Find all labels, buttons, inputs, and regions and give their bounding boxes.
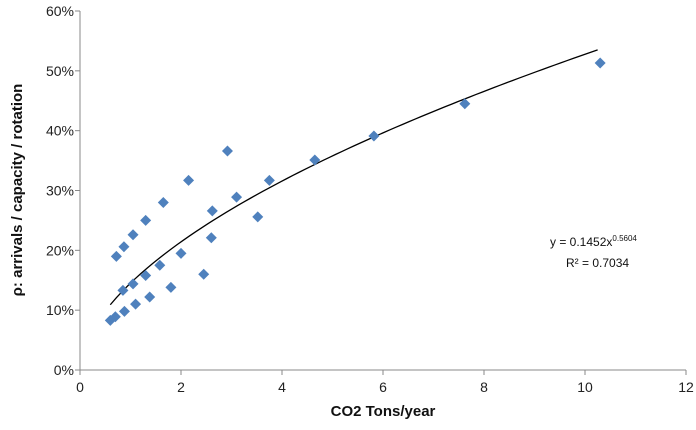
x-tick-label: 0 <box>76 379 84 395</box>
y-tick-label: 0% <box>54 362 74 378</box>
data-point <box>140 269 152 281</box>
x-tick-label: 4 <box>278 379 286 395</box>
trendline-equation: y = 0.1452x0.5604 <box>550 234 637 249</box>
data-point <box>144 291 156 303</box>
data-point <box>206 205 218 217</box>
data-point <box>368 130 380 142</box>
data-points <box>104 57 606 326</box>
x-tick-label: 6 <box>379 379 387 395</box>
data-point <box>127 229 139 241</box>
data-point <box>157 196 169 208</box>
data-point <box>118 241 130 253</box>
data-point <box>175 247 187 259</box>
data-point <box>221 145 233 157</box>
x-tick-label: 10 <box>577 379 593 395</box>
x-axis-title: CO2 Tons/year <box>331 403 436 420</box>
data-point <box>231 191 243 203</box>
data-point <box>154 259 166 271</box>
y-tick-label: 10% <box>46 302 74 318</box>
data-point <box>198 268 210 280</box>
x-tick-label: 12 <box>678 379 694 395</box>
data-point <box>183 174 195 186</box>
trendline-group <box>109 49 598 306</box>
data-point <box>109 311 121 323</box>
y-tick-label: 40% <box>46 123 74 139</box>
y-tick-label: 50% <box>46 63 74 79</box>
data-point <box>205 232 217 244</box>
trendline-r-squared: R² = 0.7034 <box>566 256 629 270</box>
data-point <box>118 305 130 317</box>
y-tick-label: 30% <box>46 183 74 199</box>
x-tick-label: 8 <box>480 379 488 395</box>
y-tick-label: 20% <box>46 242 74 258</box>
data-point <box>165 281 177 293</box>
data-point <box>140 214 152 226</box>
axes <box>75 10 687 375</box>
trendline-equation-exponent: 0.5604 <box>612 234 637 243</box>
data-point <box>459 98 471 110</box>
data-point <box>252 211 264 223</box>
tick-labels: 0 2 4 6 8 10 12 0% 10% 20% 30% 40% 50% 60% <box>46 3 694 395</box>
data-point <box>117 284 129 296</box>
data-point <box>130 298 142 310</box>
x-tick-label: 2 <box>177 379 185 395</box>
data-point <box>594 57 606 69</box>
data-point <box>309 154 321 166</box>
data-point <box>127 278 139 290</box>
data-point <box>110 250 122 262</box>
trendline-equation-base: y = 0.1452x <box>550 235 612 249</box>
data-point <box>263 174 275 186</box>
y-tick-label: 60% <box>46 3 74 19</box>
trendline <box>109 49 598 306</box>
y-axis-title: ρ: arrivals / capacity / rotation <box>9 84 26 297</box>
